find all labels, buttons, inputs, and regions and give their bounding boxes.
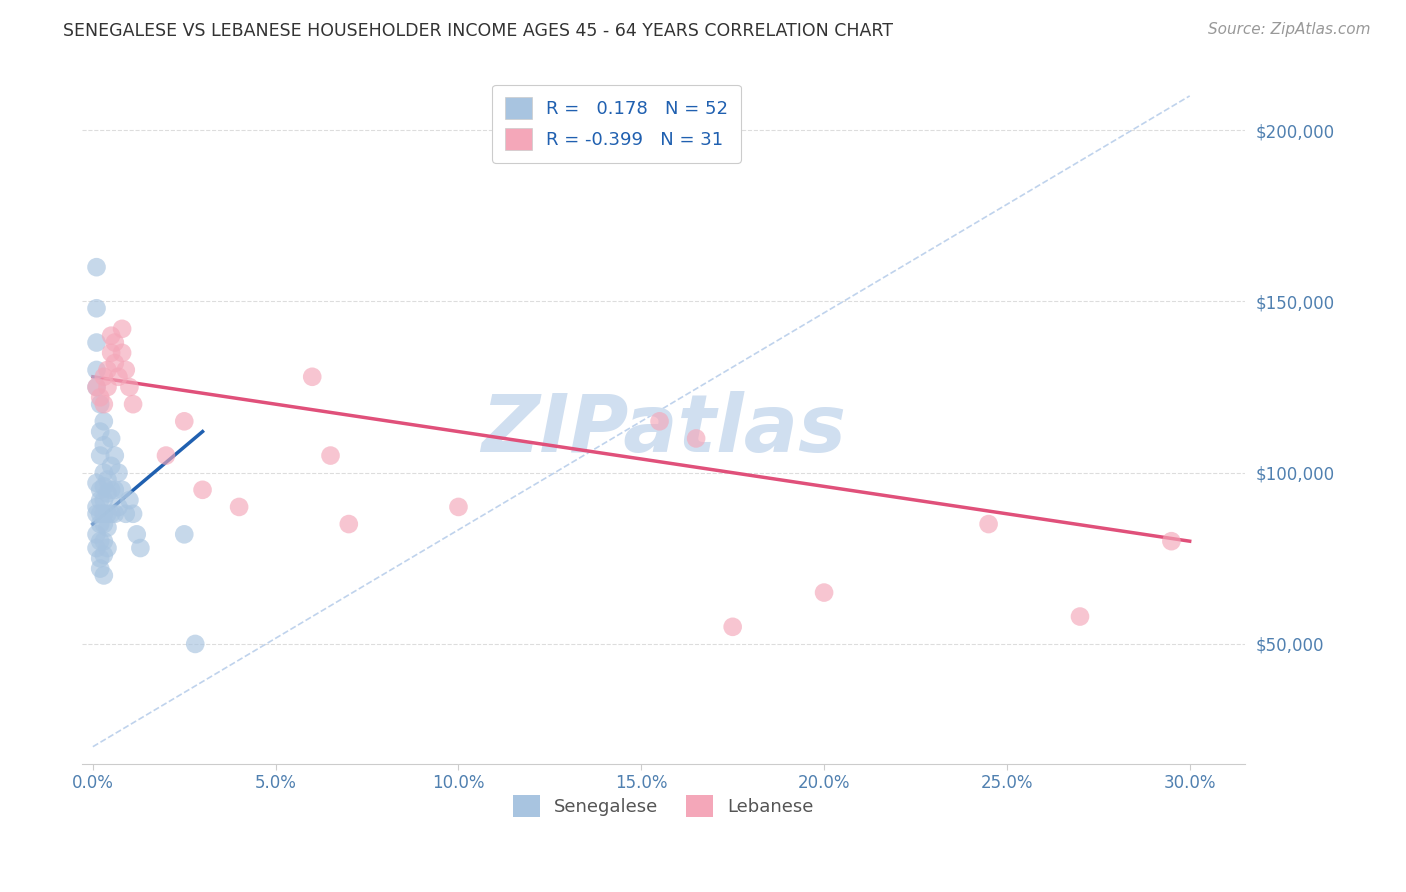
Point bbox=[89, 551, 111, 566]
Point bbox=[447, 500, 470, 514]
Point bbox=[1069, 609, 1091, 624]
Point bbox=[93, 507, 115, 521]
Point bbox=[685, 432, 707, 446]
Point bbox=[96, 520, 118, 534]
Point bbox=[89, 425, 111, 439]
Point bbox=[977, 517, 1000, 532]
Point bbox=[228, 500, 250, 514]
Point bbox=[93, 517, 115, 532]
Point bbox=[104, 483, 127, 497]
Point bbox=[721, 620, 744, 634]
Point bbox=[813, 585, 835, 599]
Point bbox=[96, 363, 118, 377]
Point bbox=[93, 493, 115, 508]
Point bbox=[1160, 534, 1182, 549]
Text: ZIPatlas: ZIPatlas bbox=[481, 391, 846, 469]
Point bbox=[89, 561, 111, 575]
Point bbox=[173, 527, 195, 541]
Point bbox=[93, 466, 115, 480]
Point bbox=[93, 479, 115, 493]
Point bbox=[122, 397, 145, 411]
Point bbox=[93, 397, 115, 411]
Point bbox=[86, 500, 108, 514]
Point bbox=[114, 507, 136, 521]
Point bbox=[86, 380, 108, 394]
Point bbox=[93, 414, 115, 428]
Point bbox=[86, 527, 108, 541]
Point bbox=[111, 483, 134, 497]
Point bbox=[89, 534, 111, 549]
Text: SENEGALESE VS LEBANESE HOUSEHOLDER INCOME AGES 45 - 64 YEARS CORRELATION CHART: SENEGALESE VS LEBANESE HOUSEHOLDER INCOM… bbox=[63, 22, 893, 40]
Point bbox=[122, 507, 145, 521]
Point bbox=[86, 507, 108, 521]
Point bbox=[93, 548, 115, 562]
Point bbox=[89, 397, 111, 411]
Point bbox=[100, 458, 122, 473]
Point bbox=[104, 449, 127, 463]
Point bbox=[107, 500, 129, 514]
Point bbox=[100, 328, 122, 343]
Point bbox=[173, 414, 195, 428]
Point bbox=[100, 483, 122, 497]
Point bbox=[118, 493, 141, 508]
Point bbox=[107, 369, 129, 384]
Point bbox=[125, 527, 148, 541]
Point bbox=[89, 390, 111, 404]
Point bbox=[93, 369, 115, 384]
Point bbox=[96, 473, 118, 487]
Point bbox=[96, 486, 118, 500]
Point bbox=[114, 363, 136, 377]
Point bbox=[129, 541, 152, 555]
Point bbox=[100, 346, 122, 360]
Point bbox=[104, 356, 127, 370]
Point bbox=[89, 449, 111, 463]
Text: Source: ZipAtlas.com: Source: ZipAtlas.com bbox=[1208, 22, 1371, 37]
Point bbox=[86, 363, 108, 377]
Point bbox=[96, 541, 118, 555]
Point bbox=[96, 507, 118, 521]
Point bbox=[111, 346, 134, 360]
Point bbox=[86, 301, 108, 316]
Point bbox=[111, 322, 134, 336]
Point bbox=[155, 449, 177, 463]
Point bbox=[648, 414, 671, 428]
Legend: Senegalese, Lebanese: Senegalese, Lebanese bbox=[506, 788, 821, 824]
Point bbox=[89, 493, 111, 508]
Point bbox=[191, 483, 214, 497]
Point bbox=[86, 541, 108, 555]
Point bbox=[86, 475, 108, 490]
Point bbox=[89, 507, 111, 521]
Point bbox=[104, 335, 127, 350]
Point bbox=[104, 507, 127, 521]
Point bbox=[118, 380, 141, 394]
Point bbox=[86, 380, 108, 394]
Point bbox=[93, 534, 115, 549]
Point bbox=[89, 483, 111, 497]
Point bbox=[96, 380, 118, 394]
Point bbox=[184, 637, 207, 651]
Point bbox=[107, 466, 129, 480]
Point bbox=[337, 517, 360, 532]
Point bbox=[93, 568, 115, 582]
Point bbox=[319, 449, 342, 463]
Point bbox=[86, 260, 108, 275]
Point bbox=[86, 335, 108, 350]
Point bbox=[100, 432, 122, 446]
Point bbox=[100, 507, 122, 521]
Point bbox=[89, 517, 111, 532]
Point bbox=[93, 438, 115, 452]
Point bbox=[301, 369, 323, 384]
